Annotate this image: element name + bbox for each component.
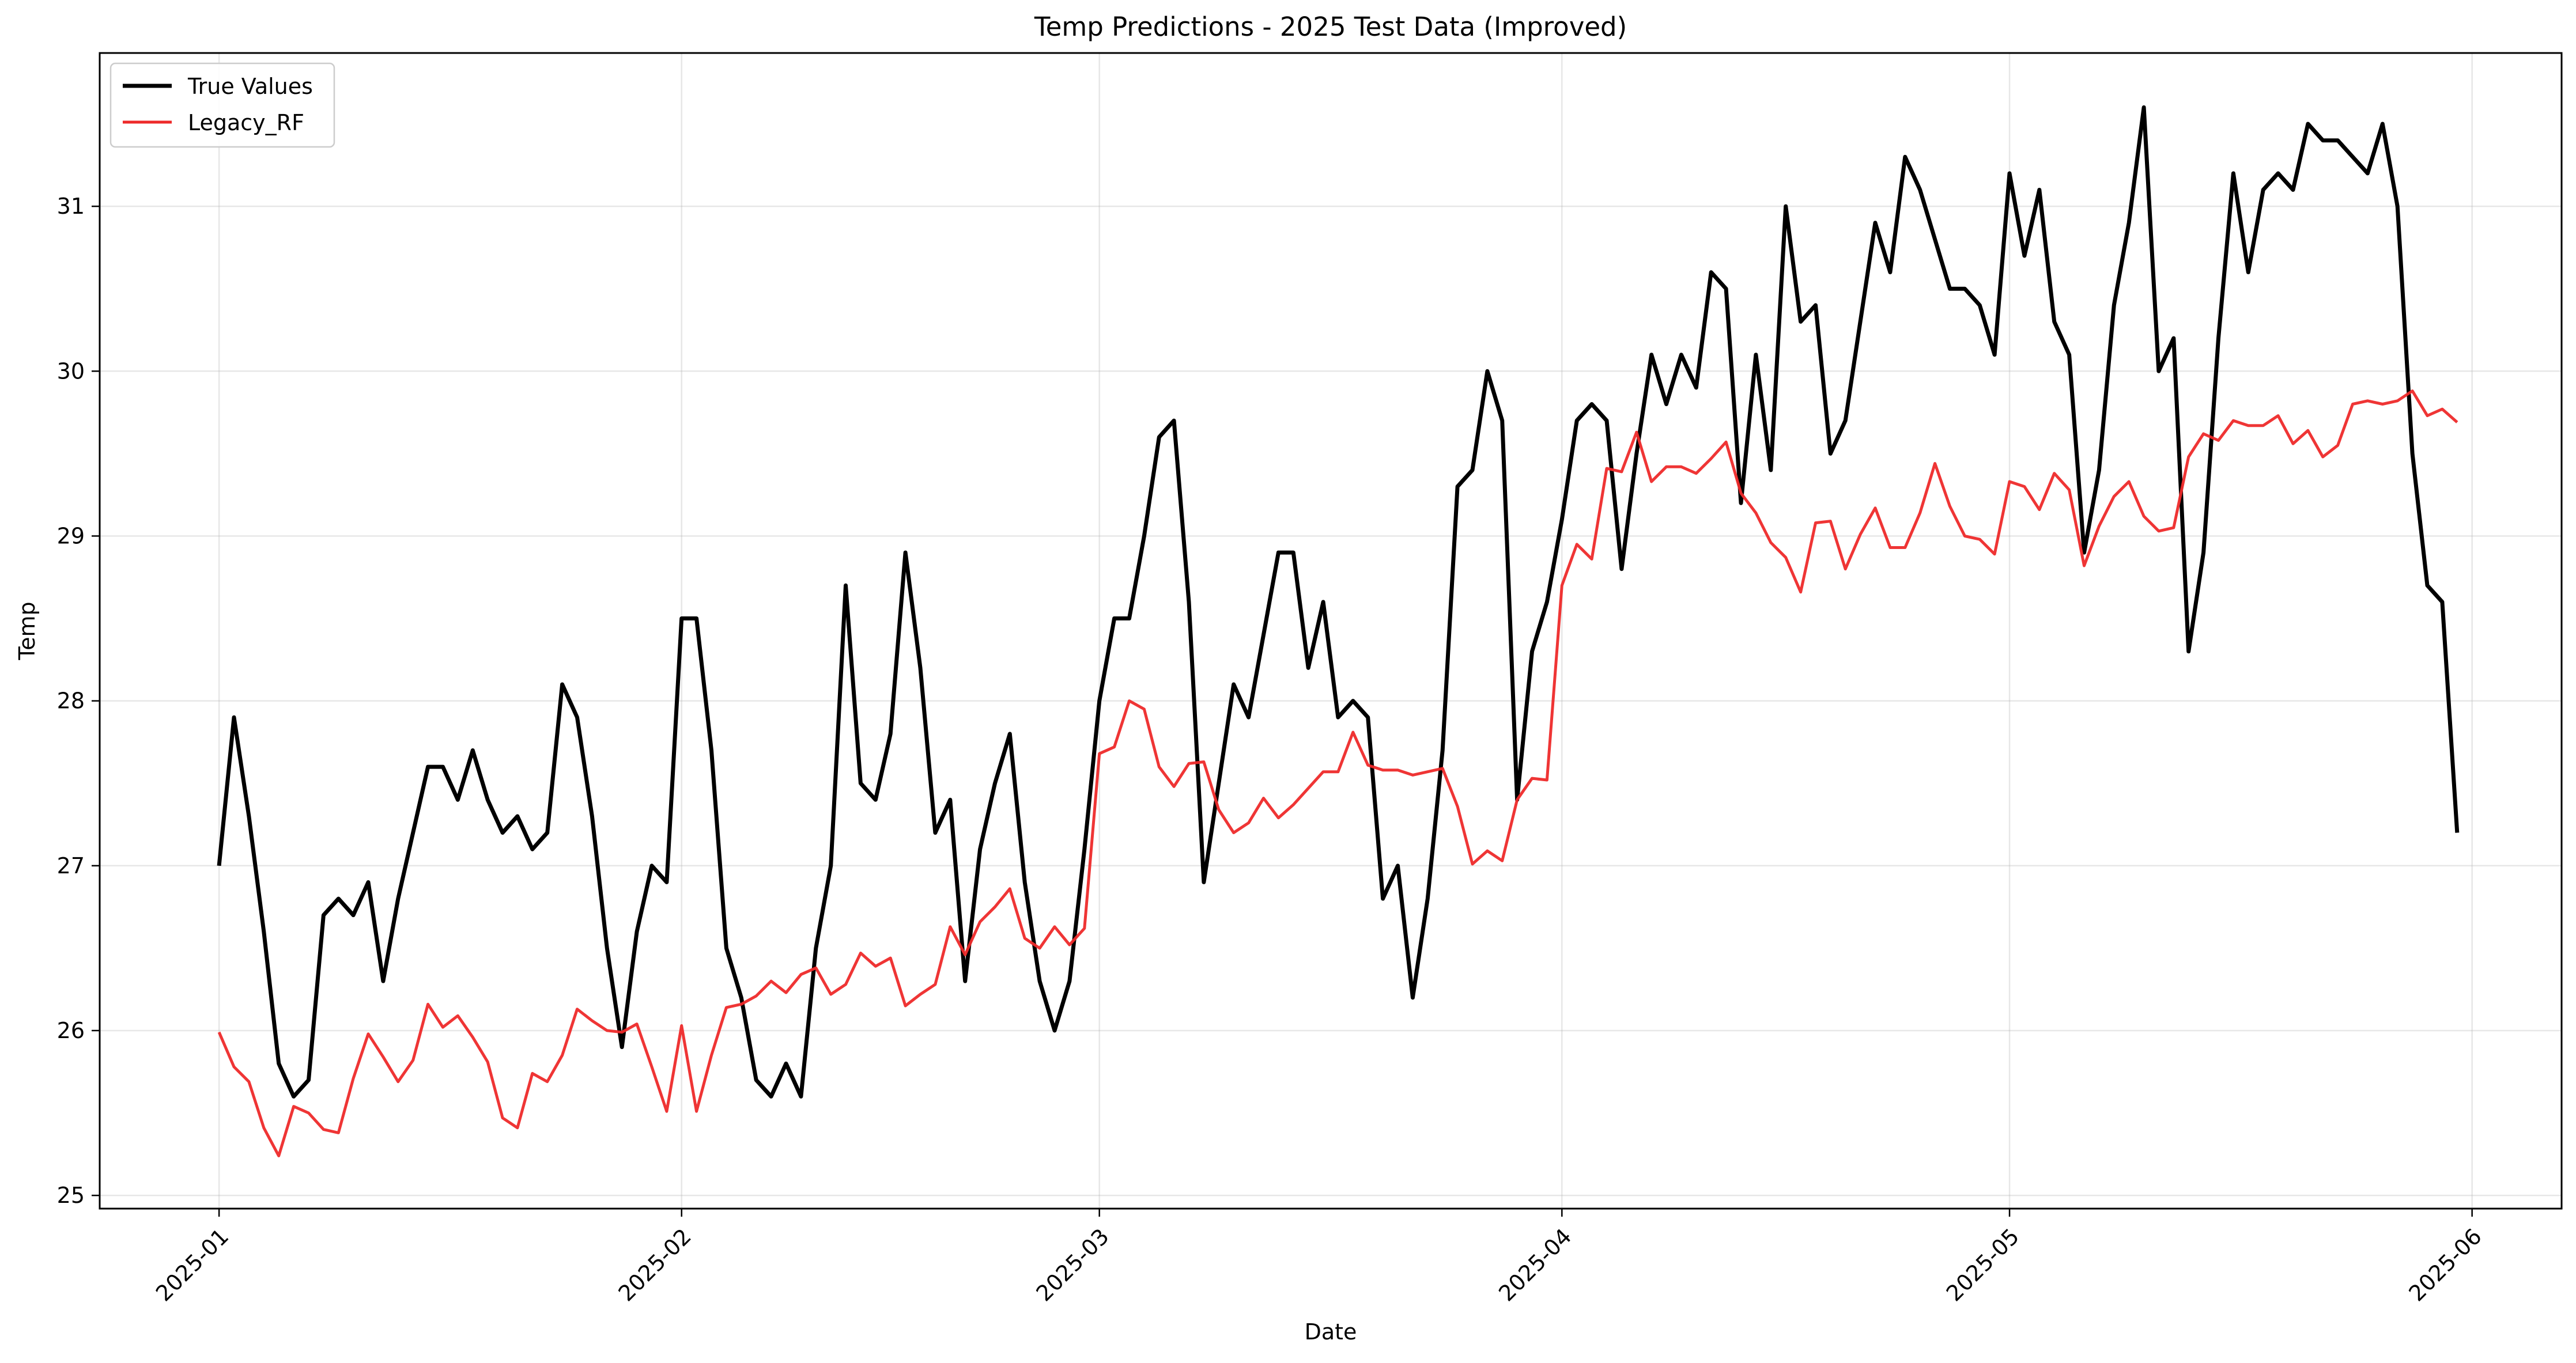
legend-label-legacy-rf: Legacy_RF <box>188 110 304 135</box>
y-tick-label: 26 <box>57 1018 85 1043</box>
x-axis-label: Date <box>1305 1319 1357 1345</box>
legend-label-true-values: True Values <box>187 74 313 99</box>
x-tick-label: 2025-02 <box>614 1224 696 1306</box>
y-tick-label: 25 <box>57 1183 85 1208</box>
series-layer <box>217 105 2460 1157</box>
series-line-true-values <box>217 105 2460 1099</box>
y-axis-label: Temp <box>14 601 40 660</box>
x-tick-label: 2025-05 <box>1942 1224 2024 1306</box>
x-tick-label: 2025-06 <box>2404 1224 2486 1306</box>
legend: True Values Legacy_RF <box>109 62 335 148</box>
chart-title: Temp Predictions - 2025 Test Data (Impro… <box>1034 12 1627 42</box>
series-line-legacy-rf <box>217 389 2458 1157</box>
y-tick-label: 30 <box>57 358 85 384</box>
y-tick-label: 31 <box>57 194 85 219</box>
grid-layer <box>100 53 2562 1209</box>
plot-frame <box>99 52 2563 1210</box>
y-tick-label: 28 <box>57 688 85 714</box>
y-tick-label: 29 <box>57 523 85 548</box>
y-tick-label: 27 <box>57 853 85 879</box>
tick-layer: 25 26 27 28 29 30 31 2025-01 2025-02 2025-03 2025-… <box>57 194 2487 1306</box>
x-tick-label: 2025-01 <box>151 1224 233 1306</box>
x-tick-label: 2025-04 <box>1494 1224 1576 1306</box>
x-tick-label: 2025-03 <box>1031 1224 1113 1306</box>
